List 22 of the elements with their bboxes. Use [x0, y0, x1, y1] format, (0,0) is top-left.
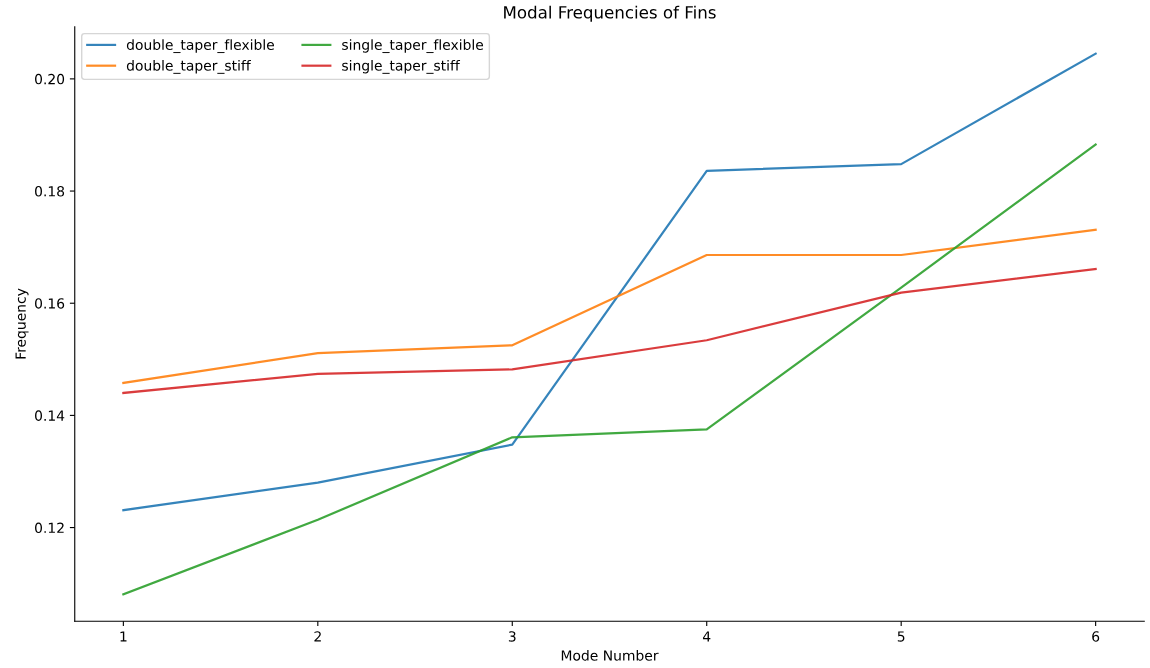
x-tick-label: 5 [897, 631, 905, 642]
x-tick-label: 3 [508, 631, 516, 642]
legend-label: double_taper_stiff [126, 59, 251, 74]
line-series [122, 228, 1097, 384]
x-tick-label: 1 [120, 631, 127, 642]
x-tick-label: 2 [314, 631, 321, 642]
line-series [122, 143, 1097, 596]
x-tick-label: 6 [1092, 631, 1100, 642]
legend-label: single_taper_stiff [342, 59, 461, 74]
y-axis-title: Frequency [15, 288, 29, 359]
x-axis-title: Mode Number [561, 649, 659, 661]
legend-label: single_taper_flexible [342, 39, 484, 54]
line-series [122, 52, 1097, 512]
x-tick-label: 4 [702, 631, 711, 642]
legend-label: double_taper_flexible [126, 39, 274, 54]
y-tick-label: 0.12 [35, 522, 64, 534]
chart-title: Modal Frequencies of Fins [504, 5, 716, 22]
line-series [122, 267, 1097, 395]
y-tick-label: 0.18 [35, 186, 65, 197]
y-tick-label: 0.16 [35, 298, 65, 309]
y-tick-label: 0.20 [35, 73, 65, 85]
y-tick-label: 0.14 [35, 410, 65, 421]
